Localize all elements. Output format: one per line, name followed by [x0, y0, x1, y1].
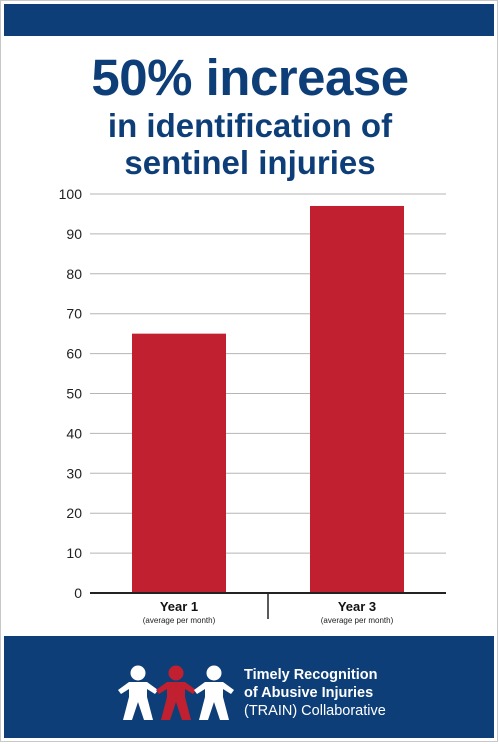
- y-tick-label: 70: [66, 306, 82, 322]
- y-tick-label: 90: [66, 226, 82, 242]
- bar: [132, 333, 226, 593]
- bars: [132, 205, 404, 593]
- footer-banner: Timely Recognition of Abusive Injuries (…: [4, 636, 494, 738]
- x-tick-label: Year 3: [338, 599, 376, 614]
- title-line-1: 50% increase: [91, 49, 409, 106]
- bar: [310, 205, 404, 593]
- y-tick-label: 50: [66, 386, 82, 402]
- org-line-2: of Abusive Injuries: [244, 685, 374, 701]
- title-line-2: in identification of: [107, 107, 393, 144]
- y-tick-label: 60: [66, 346, 82, 362]
- top-banner: [4, 4, 494, 36]
- x-tick-sublabel: (average per month): [143, 616, 216, 625]
- y-tick-label: 20: [66, 505, 82, 521]
- chart-title: 50% increase in identification of sentin…: [0, 52, 500, 179]
- x-tick-sublabel: (average per month): [321, 616, 394, 625]
- y-tick-label: 0: [74, 585, 82, 601]
- y-axis-ticks: 0 10 20 30 40 50 60 70 80 90 100: [59, 186, 83, 601]
- x-tick-label: Year 1: [160, 599, 198, 614]
- y-tick-label: 80: [66, 266, 82, 282]
- org-line-3: (TRAIN) Collaborative: [244, 703, 386, 719]
- org-line-1: Timely Recognition: [244, 667, 378, 683]
- title-line-3: sentinel injuries: [124, 144, 376, 181]
- y-tick-label: 40: [66, 425, 82, 441]
- y-tick-label: 30: [66, 465, 82, 481]
- y-tick-label: 10: [66, 545, 82, 561]
- x-axis: Year 1 (average per month) Year 3 (average …: [90, 592, 446, 625]
- paper-doll-people-logo-icon: [118, 665, 234, 720]
- y-tick-label: 100: [59, 186, 83, 202]
- organization-name: Timely Recognition of Abusive Injuries (…: [244, 666, 386, 720]
- bar-chart: 0 10 20 30 40 50 60 70 80 90 100 Year 1 (average pe…: [59, 186, 446, 625]
